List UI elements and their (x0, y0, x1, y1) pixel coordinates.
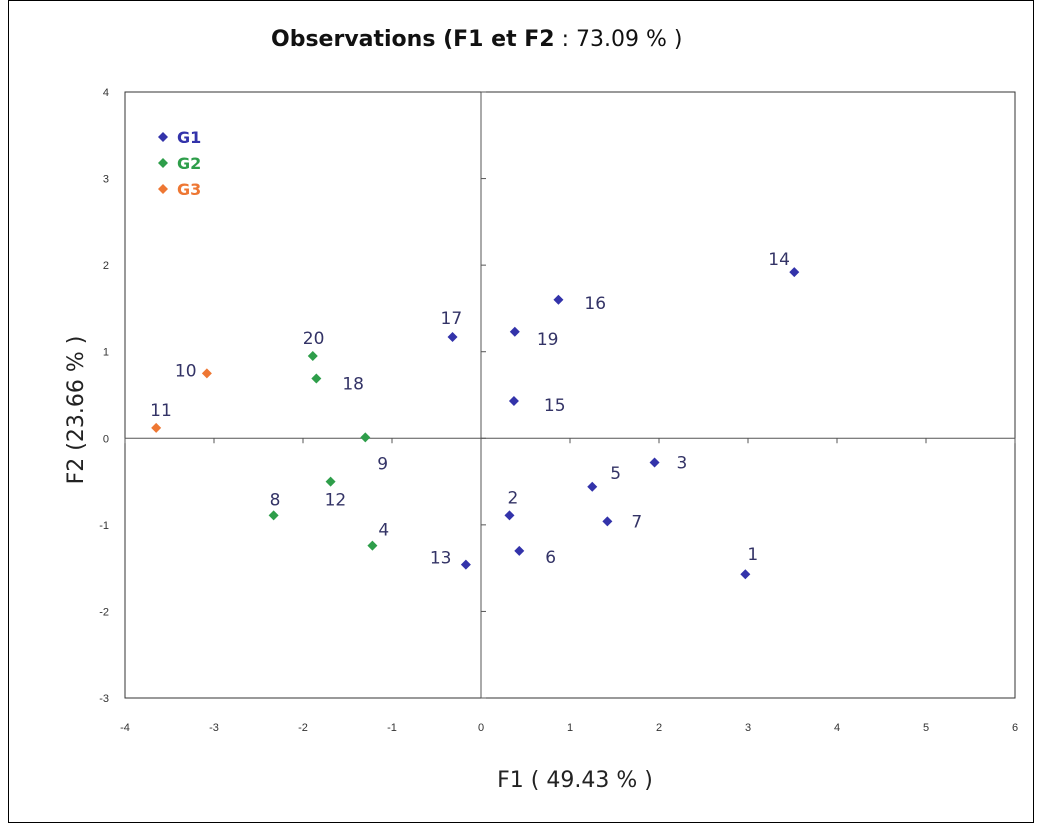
y-tick-label: 2 (103, 260, 109, 272)
data-point-19 (509, 326, 520, 337)
x-tick-label: -2 (298, 722, 308, 734)
data-point-3 (649, 457, 660, 468)
chart-title-part-1: Observations ( (271, 27, 453, 52)
x-tick-label: 2 (656, 722, 662, 734)
x-tick-label: 0 (478, 722, 484, 734)
data-point-6 (514, 545, 525, 556)
y-axis-label: F2 (23.66 % ) (64, 336, 89, 485)
x-tick-label: -1 (387, 722, 397, 734)
x-tick-label: 4 (834, 722, 840, 734)
y-tick-label: -1 (99, 520, 109, 532)
data-point-12 (325, 476, 336, 487)
chart-frame: Observations (F1 et F2 : 73.09 % ) -4 -3 -… (8, 0, 1034, 823)
legend-marker-g1 (158, 132, 168, 142)
y-tick-label: 0 (103, 433, 109, 445)
data-point-label-15: 15 (544, 396, 566, 416)
data-point-7 (602, 516, 613, 527)
data-point-label-6: 6 (545, 548, 556, 568)
data-point-label-10: 10 (175, 361, 197, 381)
x-tick-label: 3 (745, 722, 751, 734)
data-point-5 (587, 481, 598, 492)
y-tick-label: 4 (103, 87, 109, 99)
legend-label-g3: G3 (177, 180, 201, 199)
data-point-label-8: 8 (270, 490, 281, 510)
data-point-label-16: 16 (584, 294, 606, 314)
plot-area (124, 91, 1016, 699)
data-point-8 (268, 510, 279, 521)
legend-marker-g3 (158, 184, 168, 194)
data-point-1 (740, 569, 751, 580)
data-point-label-7: 7 (631, 512, 642, 532)
data-point-label-1: 1 (747, 545, 758, 565)
data-point-label-3: 3 (677, 454, 688, 474)
data-point-4 (367, 540, 378, 551)
data-point-20 (307, 351, 318, 362)
x-tick-label: -4 (120, 722, 130, 734)
scatter-chart: Observations (F1 et F2 : 73.09 % ) -4 -3 -… (64, 27, 1018, 793)
data-point-label-19: 19 (537, 330, 559, 350)
data-point-15 (508, 396, 519, 407)
y-tick-label: -3 (99, 693, 109, 705)
data-point-17 (447, 331, 458, 342)
data-point-13 (460, 559, 471, 570)
y-tick-label: -2 (99, 606, 109, 618)
data-point-label-13: 13 (430, 549, 452, 569)
legend: G1 G2 G3 (158, 128, 201, 199)
legend-label-g1: G1 (177, 128, 201, 147)
chart-title-part-3: : 73.09 % ) (555, 27, 683, 52)
x-tick-label: 5 (923, 722, 929, 734)
data-point-10 (201, 368, 212, 379)
data-point-label-4: 4 (378, 521, 389, 541)
data-point-16 (553, 294, 564, 305)
zero-axes (124, 91, 1016, 699)
legend-label-g2: G2 (177, 154, 201, 173)
data-point-label-11: 11 (150, 401, 172, 421)
data-point-label-20: 20 (303, 329, 325, 349)
data-point-label-2: 2 (507, 488, 518, 508)
data-point-label-5: 5 (610, 464, 621, 484)
x-tick-label: 6 (1012, 722, 1018, 734)
data-point-label-12: 12 (325, 491, 347, 511)
legend-marker-g2 (158, 158, 168, 168)
data-point-label-18: 18 (342, 375, 364, 395)
y-tick-label: 1 (103, 347, 109, 359)
data-point-label-17: 17 (441, 309, 463, 329)
data-point-label-14: 14 (768, 250, 790, 270)
x-tick-label: -3 (209, 722, 219, 734)
data-point-9 (360, 432, 371, 443)
data-point-11 (151, 422, 162, 433)
chart-title-part-2: F1 et F2 (453, 27, 554, 52)
data-point-18 (311, 373, 322, 384)
data-point-2 (504, 510, 515, 521)
data-point-label-9: 9 (377, 454, 388, 474)
data-point-14 (789, 267, 800, 278)
x-axis-label: F1 ( 49.43 % ) (497, 768, 653, 793)
y-tick-label: 3 (103, 174, 109, 186)
chart-title: Observations (F1 et F2 : 73.09 % ) (271, 27, 682, 52)
x-tick-label: 1 (567, 722, 573, 734)
